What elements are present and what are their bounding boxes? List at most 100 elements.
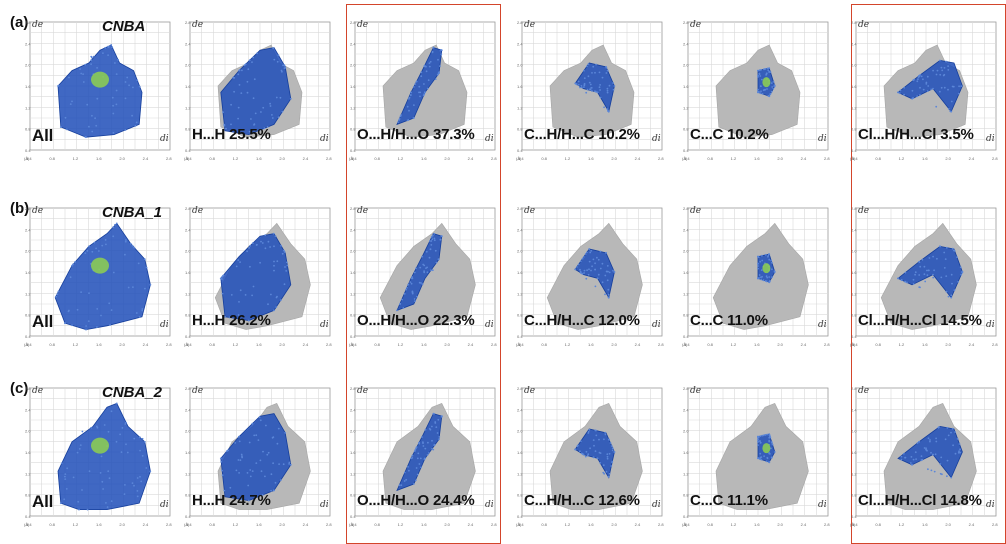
- y-tick-label: 1.6: [851, 450, 857, 455]
- density-point: [107, 470, 110, 473]
- x-tick-label: 2.4: [635, 522, 641, 527]
- density-point: [919, 73, 922, 76]
- density-point: [433, 237, 436, 240]
- x-tick-label: 1.2: [899, 522, 905, 527]
- density-hotspot: [91, 71, 109, 88]
- x-tick-label: 1.6: [421, 156, 427, 161]
- y-tick-label: 2.0: [25, 249, 31, 254]
- x-tick-label: 2.8: [166, 342, 172, 347]
- y-tick-label: 0.4: [517, 148, 523, 153]
- density-point: [422, 94, 425, 97]
- y-tick-label: 0.8: [185, 493, 191, 498]
- y-tick-label: 0.8: [517, 127, 523, 132]
- x-tick-label: 0.8: [707, 522, 713, 527]
- y-tick-label: 0.8: [851, 493, 857, 498]
- density-point: [411, 291, 414, 294]
- density-point: [272, 462, 274, 465]
- x-tick-label: 1.6: [256, 342, 262, 347]
- density-point: [430, 244, 433, 246]
- x-tick-label: 2.4: [303, 522, 309, 527]
- density-point: [255, 462, 258, 464]
- density-point: [960, 273, 963, 276]
- density-point: [911, 89, 914, 92]
- density-point: [439, 65, 441, 67]
- density-point: [102, 52, 104, 54]
- density-point: [100, 455, 103, 458]
- density-point: [765, 275, 768, 278]
- density-point: [583, 84, 586, 87]
- density-point: [574, 268, 577, 271]
- y-axis-label: de: [858, 386, 870, 396]
- density-point: [94, 117, 96, 120]
- density-point: [423, 271, 426, 274]
- density-point: [584, 455, 587, 458]
- x-tick-label: 1.2: [73, 156, 79, 161]
- x-tick-label: 2.4: [303, 342, 309, 347]
- density-point: [282, 463, 285, 466]
- density-point: [125, 443, 127, 446]
- y-tick-label: 2.0: [851, 429, 857, 434]
- density-point: [940, 456, 943, 459]
- density-point: [403, 293, 406, 295]
- density-point: [96, 426, 99, 429]
- density-point: [238, 69, 240, 72]
- density-point: [757, 74, 759, 77]
- x-tick-label: 0.4: [684, 342, 690, 347]
- density-point: [246, 80, 249, 83]
- density-point: [761, 434, 763, 437]
- density-point: [114, 223, 116, 226]
- density-point: [72, 476, 75, 479]
- axis-unit: (Å): [850, 522, 856, 527]
- density-point: [420, 466, 422, 469]
- density-point: [63, 498, 66, 501]
- y-tick-label: 1.6: [25, 450, 31, 455]
- x-tick-label: 1.6: [922, 156, 928, 161]
- y-tick-label: 2.4: [185, 407, 191, 412]
- y-tick-label: 2.4: [350, 407, 356, 412]
- axis-unit: (Å): [682, 522, 688, 527]
- density-point: [424, 457, 426, 460]
- row-tag: (b): [10, 200, 30, 217]
- density-point: [424, 447, 427, 450]
- density-point: [272, 232, 275, 235]
- density-point: [239, 261, 241, 263]
- y-tick-label: 2.0: [517, 429, 523, 434]
- density-point: [930, 88, 933, 91]
- contact-label: C...C 10.2%: [690, 126, 769, 143]
- density-point: [419, 95, 421, 98]
- x-axis-label: di: [986, 134, 995, 144]
- density-point: [944, 438, 947, 441]
- density-point: [68, 309, 70, 312]
- contact-label: H...H 25.5%: [192, 126, 271, 143]
- y-axis-label: de: [192, 20, 204, 30]
- x-tick-label: 0.4: [518, 522, 524, 527]
- density-point: [235, 265, 238, 268]
- density-point: [761, 93, 764, 95]
- density-point: [260, 111, 262, 113]
- y-tick-label: 0.4: [185, 148, 191, 153]
- y-tick-label: 2.4: [683, 41, 689, 46]
- density-point: [124, 129, 127, 131]
- x-tick-label: 0.8: [875, 156, 881, 161]
- density-point: [941, 69, 944, 72]
- density-point: [250, 118, 252, 120]
- density-point: [264, 247, 267, 250]
- x-tick-label: 0.8: [374, 156, 380, 161]
- density-point: [258, 416, 261, 418]
- density-point: [608, 439, 610, 441]
- density-point: [602, 464, 605, 467]
- x-tick-label: 0.4: [684, 156, 690, 161]
- density-point: [766, 276, 769, 279]
- density-point: [284, 431, 287, 434]
- density-point: [237, 314, 240, 316]
- x-tick-label: 2.8: [326, 156, 332, 161]
- contact-label: H...H 26.2%: [192, 312, 271, 329]
- density-point: [256, 52, 258, 55]
- density-point: [599, 250, 602, 253]
- density-point: [112, 132, 115, 134]
- density-point: [138, 316, 141, 318]
- density-point: [69, 276, 72, 279]
- density-point: [958, 443, 961, 445]
- x-tick-label: 0.4: [186, 156, 192, 161]
- x-tick-label: 0.8: [374, 342, 380, 347]
